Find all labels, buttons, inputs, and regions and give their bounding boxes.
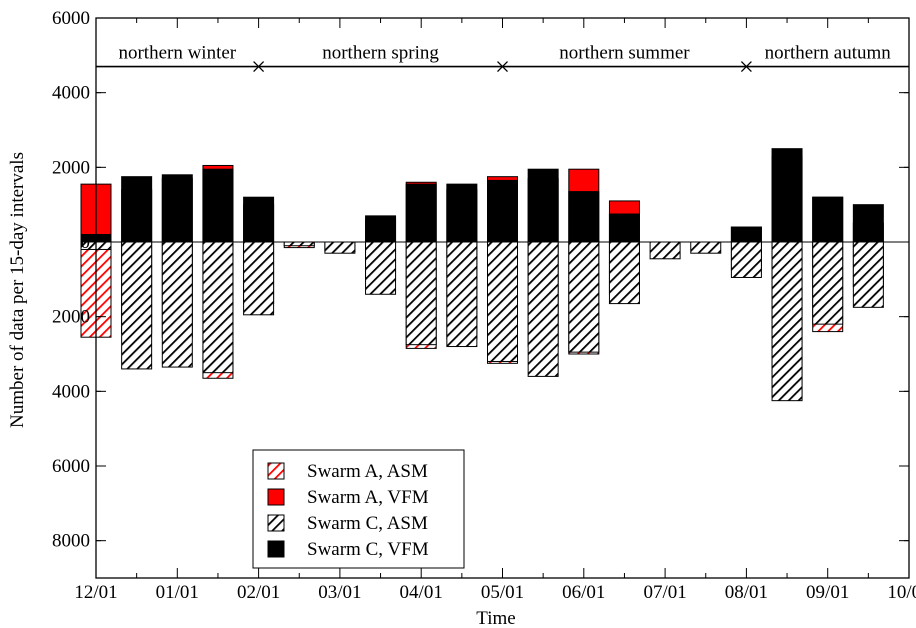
bar-series-2-14 <box>649 241 681 260</box>
bar-series-2-19 <box>852 241 884 308</box>
bar-series-2-17 <box>771 241 803 402</box>
bar-series-3-12 <box>568 191 600 243</box>
x-tick-label-2: 02/01 <box>237 582 280 603</box>
bar-series-3-17 <box>771 148 803 243</box>
season-label-0: northern winter <box>118 43 236 64</box>
x-tick-label-3: 03/01 <box>318 582 361 603</box>
bars-layer <box>80 148 884 402</box>
bar-series-3-16 <box>730 226 762 243</box>
bar-series-2-1 <box>121 241 153 370</box>
season-label-2: northern summer <box>559 43 690 64</box>
legend-swatch-1 <box>267 488 285 506</box>
bar-series-3-11 <box>527 168 559 243</box>
x-tick-label-10: 10/01 <box>887 582 916 603</box>
bar-series-3-3 <box>202 168 234 243</box>
bar-series-2-18 <box>812 241 844 325</box>
legend: Swarm A, ASM Swarm A, VFM Swarm C, ASM Swar… <box>252 449 465 569</box>
bar-series-3-9 <box>446 183 478 243</box>
season-layer: northern winter northern spring northern s… <box>96 43 909 72</box>
season-marker-1 <box>497 61 508 72</box>
bar-series-3-18 <box>812 196 844 243</box>
x-axis-ticks: 12/01 01/01 02/01 03/01 04/01 05/01 06/01 07/01… <box>74 18 916 603</box>
x-tick-label-4: 04/01 <box>400 582 443 603</box>
legend-swatch-2 <box>267 514 285 532</box>
bar-series-2-11 <box>527 241 559 377</box>
x-tick-label-0: 12/01 <box>74 582 117 603</box>
x-tick-label-6: 06/01 <box>562 582 605 603</box>
x-axis-label: Time <box>476 608 515 628</box>
y-axis-label: Number of data per 15-day intervals <box>7 152 28 428</box>
bar-series-2-3 <box>202 241 234 374</box>
y-tick-label-1: 4000 <box>52 83 90 104</box>
y-tick-label-2: 2000 <box>52 157 90 178</box>
legend-swatch-3 <box>267 540 285 558</box>
legend-label-2: Swarm C, ASM <box>307 513 428 534</box>
bar-series-3-13 <box>608 213 640 243</box>
bar-series-3-2 <box>161 174 193 243</box>
season-label-1: northern spring <box>322 43 439 64</box>
x-tick-label-8: 08/01 <box>725 582 768 603</box>
bar-series-2-9 <box>446 241 478 348</box>
bar-series-2-6 <box>324 241 356 254</box>
x-tick-label-1: 01/01 <box>156 582 199 603</box>
legend-label-3: Swarm C, VFM <box>307 539 429 560</box>
bar-series-3-10 <box>487 179 518 243</box>
bar-series-2-4 <box>243 241 275 316</box>
season-marker-0 <box>253 61 265 72</box>
bar-series-3-8 <box>405 183 437 243</box>
x-tick-label-9: 09/01 <box>806 582 849 603</box>
x-tick-label-5: 05/01 <box>481 582 524 603</box>
bar-series-2-2 <box>161 241 193 368</box>
x-tick-label-7: 07/01 <box>643 582 686 603</box>
season-label-3: northern autumn <box>765 43 892 64</box>
bar-series-3-1 <box>121 176 153 243</box>
y-tick-label-5: 4000 <box>52 381 90 402</box>
bar-series-2-10 <box>487 241 518 362</box>
y-tick-label-4: 2000 <box>52 307 90 328</box>
bar-series-3-4 <box>243 196 275 243</box>
bar-series-2-15 <box>690 241 722 254</box>
y-tick-label-6: 6000 <box>52 456 90 477</box>
y-tick-label-0: 6000 <box>52 8 90 29</box>
bar-series-2-7 <box>365 241 397 295</box>
bar-series-2-8 <box>405 241 437 346</box>
legend-box <box>252 449 465 569</box>
legend-swatch-0 <box>267 462 285 480</box>
y-axis-ticks: 6000 4000 2000 0 2000 4000 6000 8000 <box>52 8 909 552</box>
bar-series-2-16 <box>730 241 762 278</box>
legend-label-0: Swarm A, ASM <box>307 461 428 482</box>
season-marker-2 <box>740 61 752 72</box>
bar-series-2-13 <box>608 241 640 305</box>
y-tick-label-3: 0 <box>81 232 91 253</box>
bar-series-2-5 <box>283 241 315 247</box>
legend-label-1: Swarm A, VFM <box>307 487 429 508</box>
y-tick-label-7: 8000 <box>52 531 90 552</box>
bar-series-2-12 <box>568 241 600 353</box>
bar-series-3-19 <box>852 204 884 243</box>
bar-series-3-7 <box>365 215 397 243</box>
